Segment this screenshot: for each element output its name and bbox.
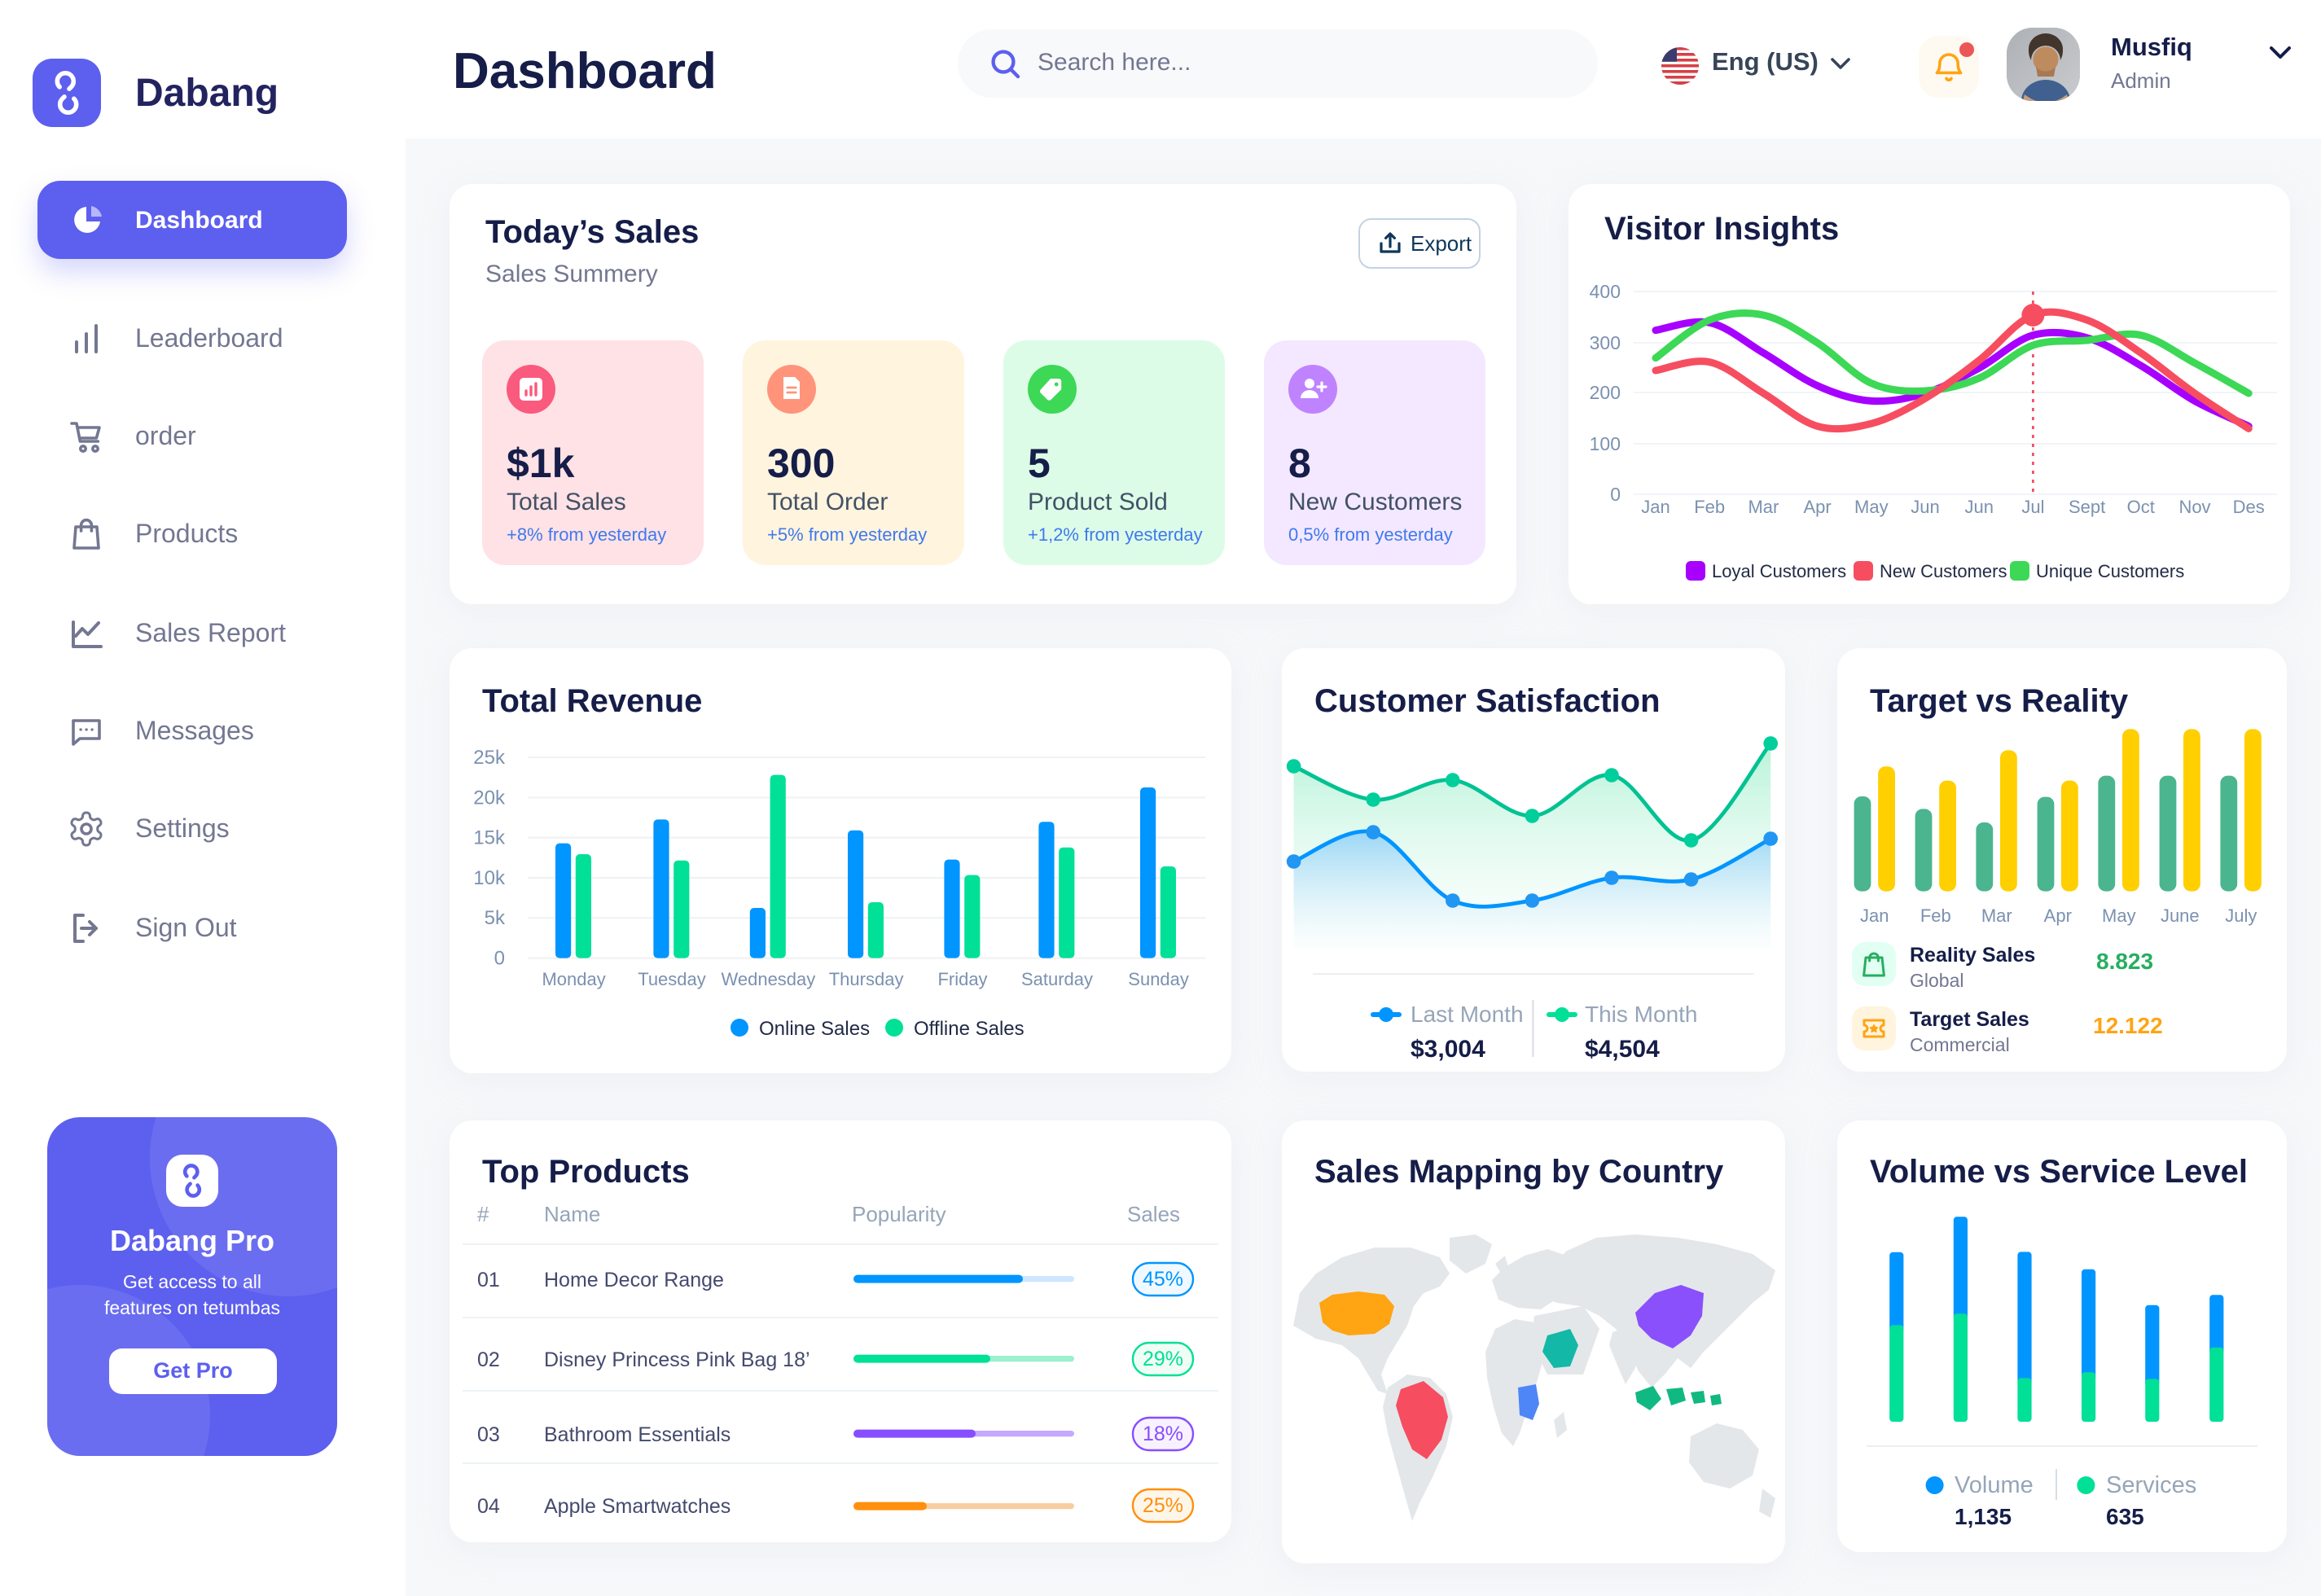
svg-text:Tuesday: Tuesday (638, 969, 706, 989)
svg-text:Jan: Jan (1641, 497, 1669, 517)
svg-text:400: 400 (1590, 281, 1621, 302)
svg-text:$3,004: $3,004 (1411, 1036, 1485, 1063)
svg-text:Sales: Sales (1127, 1202, 1180, 1226)
svg-text:300: 300 (1590, 332, 1621, 353)
svg-text:0: 0 (494, 948, 505, 970)
svg-text:Home Decor Range: Home Decor Range (544, 1269, 724, 1291)
svg-text:25%: 25% (1143, 1494, 1183, 1517)
svg-text:Thursday: Thursday (829, 969, 904, 989)
svg-text:Bathroom Essentials: Bathroom Essentials (544, 1423, 731, 1446)
svg-text:Target Sales: Target Sales (1910, 1008, 2029, 1031)
svg-text:Last Month: Last Month (1411, 1002, 1524, 1027)
svg-text:25k: 25k (473, 747, 506, 769)
svg-text:1,135: 1,135 (1955, 1504, 2012, 1529)
svg-text:8.823: 8.823 (2096, 949, 2153, 974)
svg-text:June: June (2161, 905, 2200, 926)
svg-text:635: 635 (2106, 1504, 2144, 1529)
svg-text:18%: 18% (1143, 1423, 1183, 1445)
svg-text:Oct: Oct (2127, 497, 2155, 517)
svg-text:Disney Princess Pink Bag 18’: Disney Princess Pink Bag 18’ (544, 1348, 810, 1371)
svg-text:May: May (1854, 497, 1889, 517)
svg-text:100: 100 (1590, 433, 1621, 454)
svg-text:Mar: Mar (1981, 905, 2012, 926)
svg-text:29%: 29% (1143, 1348, 1183, 1370)
svg-text:Jul: Jul (2021, 497, 2044, 517)
svg-text:New Customers: New Customers (1880, 561, 2007, 581)
svg-text:Popularity: Popularity (852, 1202, 946, 1226)
svg-text:Wednesday: Wednesday (722, 969, 816, 989)
svg-text:12.122: 12.122 (2093, 1013, 2163, 1038)
svg-text:Mar: Mar (1748, 497, 1779, 517)
svg-text:Name: Name (544, 1202, 600, 1226)
svg-text:Online Sales: Online Sales (759, 1018, 870, 1040)
svg-text:15k: 15k (473, 827, 506, 849)
svg-text:Unique Customers: Unique Customers (2036, 561, 2184, 581)
svg-text:Services: Services (2106, 1472, 2196, 1498)
svg-text:Commercial: Commercial (1910, 1034, 2010, 1055)
svg-text:Sept: Sept (2069, 497, 2105, 517)
svg-text:Offline Sales: Offline Sales (914, 1018, 1024, 1040)
svg-text:Nov: Nov (2178, 497, 2210, 517)
svg-text:Saturday: Saturday (1021, 969, 1093, 989)
svg-text:04: 04 (477, 1495, 500, 1518)
svg-text:Apr: Apr (1803, 497, 1831, 517)
svg-text:Volume: Volume (1955, 1472, 2034, 1498)
svg-text:Global: Global (1910, 970, 1963, 991)
svg-text:Des: Des (2233, 497, 2265, 517)
svg-text:Feb: Feb (1694, 497, 1725, 517)
svg-text:May: May (2102, 905, 2136, 926)
svg-text:Jun: Jun (1964, 497, 1993, 517)
svg-text:Sunday: Sunday (1128, 969, 1189, 989)
svg-text:#: # (477, 1202, 489, 1226)
svg-text:This Month: This Month (1585, 1002, 1698, 1027)
svg-text:20k: 20k (473, 787, 506, 809)
svg-text:45%: 45% (1143, 1268, 1183, 1291)
svg-text:01: 01 (477, 1269, 500, 1291)
svg-text:Apr: Apr (2044, 905, 2072, 926)
svg-text:Feb: Feb (1920, 905, 1951, 926)
svg-text:10k: 10k (473, 867, 506, 889)
svg-text:Reality Sales: Reality Sales (1910, 944, 2035, 967)
svg-text:02: 02 (477, 1348, 500, 1371)
svg-text:July: July (2225, 905, 2257, 926)
svg-text:Friday: Friday (937, 969, 987, 989)
svg-text:200: 200 (1590, 382, 1621, 403)
svg-text:Monday: Monday (542, 969, 605, 989)
svg-text:Apple Smartwatches: Apple Smartwatches (544, 1495, 731, 1518)
svg-text:0: 0 (1610, 484, 1621, 505)
svg-text:Loyal Customers: Loyal Customers (1712, 561, 1846, 581)
svg-text:Jan: Jan (1860, 905, 1889, 926)
svg-text:5k: 5k (485, 907, 506, 929)
svg-text:03: 03 (477, 1423, 500, 1446)
svg-text:$4,504: $4,504 (1585, 1036, 1660, 1063)
svg-text:Jun: Jun (1911, 497, 1939, 517)
